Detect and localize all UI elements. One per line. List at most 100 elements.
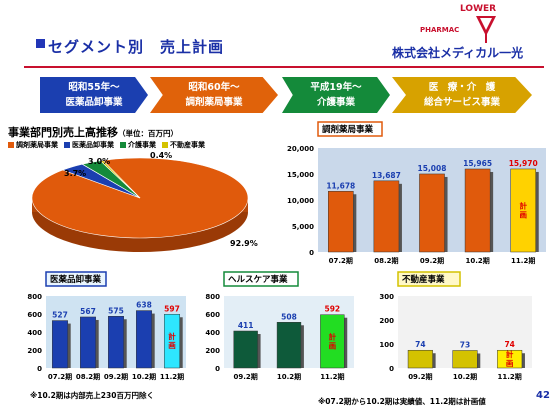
bar-side: [179, 317, 183, 368]
bar: [373, 180, 400, 253]
bar-value-label: 597: [164, 304, 180, 313]
chart-title: ヘルスケア事業: [228, 274, 288, 285]
x-tick-label: 09.2期: [104, 372, 128, 381]
bar-side: [151, 313, 155, 368]
y-tick-label: 600: [205, 311, 220, 319]
y-tick-label: 0: [37, 365, 42, 373]
x-tick-label: 09.2期: [420, 256, 444, 265]
bar-side: [490, 171, 494, 252]
timeline-stage-period: 昭和60年～: [188, 82, 240, 93]
y-tick-label: 5,000: [292, 223, 314, 231]
bar-side: [535, 171, 539, 252]
y-tick-label: 200: [27, 347, 42, 355]
legend-item: 不動産事業: [162, 140, 205, 150]
bar-side: [398, 183, 402, 252]
x-tick-label: 09.2期: [408, 372, 432, 381]
bar: [419, 173, 445, 253]
bar-value-label: 15,970: [509, 159, 538, 168]
bar: [52, 320, 68, 369]
bar-value-label: 15,008: [418, 164, 447, 173]
bar: [136, 310, 152, 369]
plan-label: 画: [168, 341, 176, 350]
plan-label: 画: [329, 341, 337, 350]
timeline-stage-business: 総合サービス事業: [423, 97, 500, 108]
y-tick-label: 20,000: [287, 145, 314, 153]
bar: [407, 349, 433, 369]
y-tick-label: 100: [379, 341, 394, 349]
chart-title-box: [397, 271, 461, 287]
pie-chart: 92.9% 3.7%3.0% 0.4%: [31, 151, 258, 252]
bar-value-label: 567: [80, 307, 96, 316]
x-tick-label: 11.2期: [498, 372, 522, 381]
y-tick-label: 300: [379, 293, 394, 301]
bar: [233, 330, 258, 369]
pie-value-label: 92.9%: [230, 239, 258, 248]
bar-chart-wholesale: 医薬品卸事業 0 200 400 600 800 527 07.2期 567 08.2期 575 09…: [27, 271, 186, 381]
timeline-stage-business: 調剤薬局事業: [185, 97, 243, 108]
bar-value-label: 11,678: [326, 181, 355, 190]
bar: [497, 349, 523, 369]
bar-value-label: 575: [108, 306, 124, 315]
bar-side: [444, 176, 448, 252]
bar-side: [257, 334, 261, 368]
bar-value-label: 527: [52, 311, 68, 320]
x-tick-label: 11.2期: [160, 372, 184, 381]
plan-label: 計: [506, 349, 514, 359]
footnote-left: ※10.2期は内部売上230百万円除く: [30, 391, 154, 400]
bar-side: [353, 194, 357, 252]
timeline-stage-4: 医 療・介 護総合サービス事業: [392, 77, 532, 113]
timeline-stage-period: 昭和55年～: [68, 82, 120, 93]
chart-title: 調剤薬局事業: [322, 124, 374, 135]
bar-value-label: 74: [415, 340, 425, 349]
pie-value-label: 3.0%: [88, 157, 110, 166]
timeline-stage-period: 平成19年～: [310, 82, 362, 93]
bar-value-label: 638: [136, 301, 152, 310]
chart-title-box: [317, 121, 383, 137]
title-bullet: [36, 39, 45, 48]
plan-label: 画: [506, 359, 514, 368]
chart-title: 医薬品卸事業: [50, 274, 102, 285]
logo-pharmacy: PHARMAC: [420, 26, 460, 34]
plan-label: 画: [519, 210, 527, 219]
bar-side: [432, 353, 436, 368]
bar: [320, 314, 345, 369]
pie-legend: 調剤薬局事業 医薬品卸事業 介護事業 不動産事業: [8, 140, 205, 150]
bar: [510, 168, 536, 253]
flower-logo-icon: [476, 16, 496, 43]
x-tick-label: 09.2期: [234, 372, 258, 381]
chart-title-box: [45, 271, 107, 287]
logo-brand: LOWER: [460, 4, 497, 14]
y-tick-label: 800: [205, 293, 220, 301]
bar-side: [521, 353, 525, 368]
timeline-stage-business: 介護事業: [316, 97, 355, 108]
y-tick-label: 15,000: [287, 171, 314, 179]
legend-item: 医薬品卸事業: [64, 140, 114, 150]
timeline-stage-2: 昭和60年～ 調剤薬局事業: [150, 77, 278, 113]
y-tick-label: 0: [309, 249, 314, 257]
x-tick-label: 11.2期: [511, 256, 535, 265]
bar-side: [123, 319, 127, 368]
chart-title-box: [223, 271, 299, 287]
pie-section-title: 事業部門別売上高推移（単位：百万円）: [8, 126, 178, 139]
timeline-stage-3: 平成19年～ 介護事業: [282, 77, 390, 113]
legend-item: 調剤薬局事業: [8, 140, 58, 150]
x-tick-label: 10.2期: [465, 256, 489, 265]
bar-value-label: 411: [238, 321, 254, 330]
legend-label: 調剤薬局事業: [16, 141, 58, 149]
timeline-stage-business: 医薬品卸事業: [65, 97, 123, 108]
legend-swatch: [120, 142, 126, 148]
bar: [80, 316, 96, 369]
bar-value-label: 73: [460, 340, 470, 349]
y-tick-label: 200: [379, 317, 394, 325]
pie-value-label: 3.7%: [64, 169, 86, 178]
bar-side: [344, 317, 348, 368]
legend-item: 介護事業: [120, 140, 156, 150]
x-tick-label: 08.2期: [374, 256, 398, 265]
header-rule: [24, 66, 544, 68]
y-tick-label: 400: [205, 329, 220, 337]
bar: [452, 350, 478, 369]
bar-side: [477, 353, 481, 368]
bar-side: [67, 323, 71, 368]
bar-value-label: 508: [281, 312, 297, 321]
